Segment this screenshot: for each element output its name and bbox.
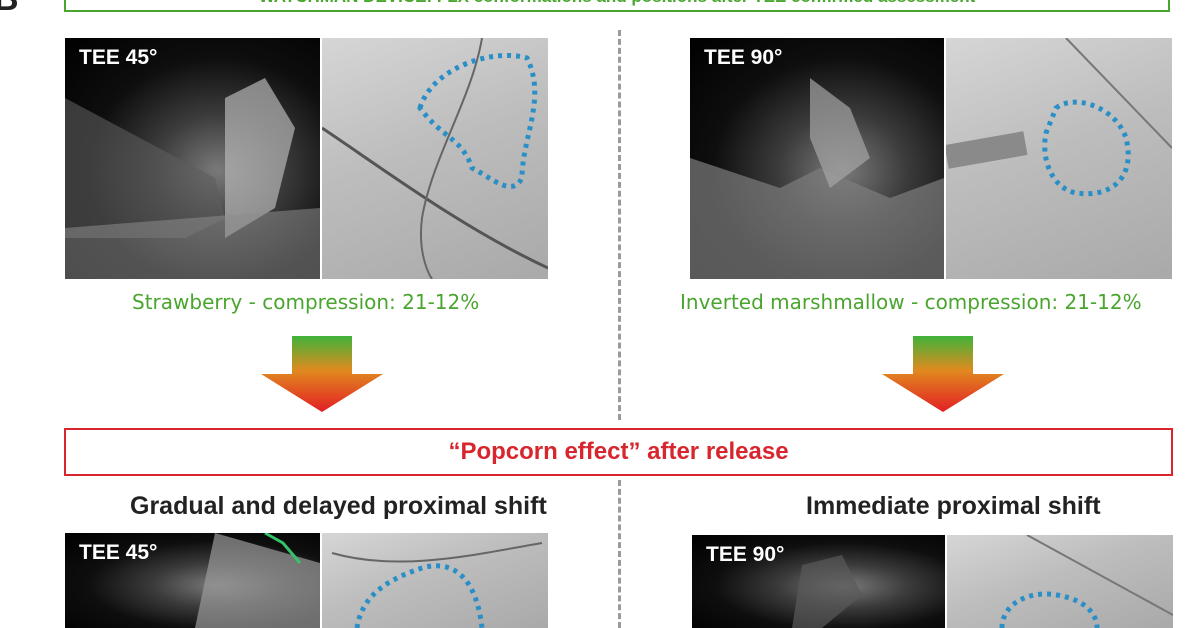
left-down-arrow — [261, 336, 383, 412]
left-bottom-fluoro-image — [322, 533, 548, 628]
echo-texture — [195, 533, 320, 628]
echo-texture — [65, 78, 320, 279]
left-top-fluoro-image — [322, 38, 548, 279]
right-top-tee-image: TEE 90° — [690, 38, 944, 279]
panel-letter: B — [0, 0, 19, 19]
tee-angle-label: TEE 90° — [706, 543, 785, 566]
left-caption: Strawberry - compression: 21-12% — [132, 290, 480, 314]
device-outline — [946, 38, 1172, 197]
echo-texture — [690, 78, 944, 279]
divider-bottom — [618, 480, 621, 628]
top-banner: WATCHMAN DEVICE: FLX conformations and p… — [64, 0, 1170, 12]
echo-texture — [792, 555, 862, 628]
right-bottom-tee-image: TEE 90° — [692, 535, 945, 628]
left-bottom-tee-image: TEE 45° — [65, 533, 320, 628]
right-bottom-fluoro-image — [947, 535, 1173, 628]
device-outline — [999, 535, 1173, 628]
right-down-arrow — [882, 336, 1004, 412]
left-heading: Gradual and delayed proximal shift — [130, 492, 547, 520]
divider-top — [618, 30, 621, 420]
right-heading: Immediate proximal shift — [806, 492, 1101, 520]
tee-angle-label: TEE 90° — [704, 46, 783, 69]
tee-angle-label: TEE 45° — [79, 541, 158, 564]
device-outline — [322, 38, 548, 279]
device-outline — [331, 542, 543, 628]
left-top-tee-image: TEE 45° — [65, 38, 320, 279]
right-caption: Inverted marshmallow - compression: 21-1… — [680, 290, 1142, 314]
right-top-fluoro-image — [946, 38, 1172, 279]
popcorn-effect-banner: “Popcorn effect” after release — [64, 428, 1173, 476]
tee-angle-label: TEE 45° — [79, 46, 158, 69]
